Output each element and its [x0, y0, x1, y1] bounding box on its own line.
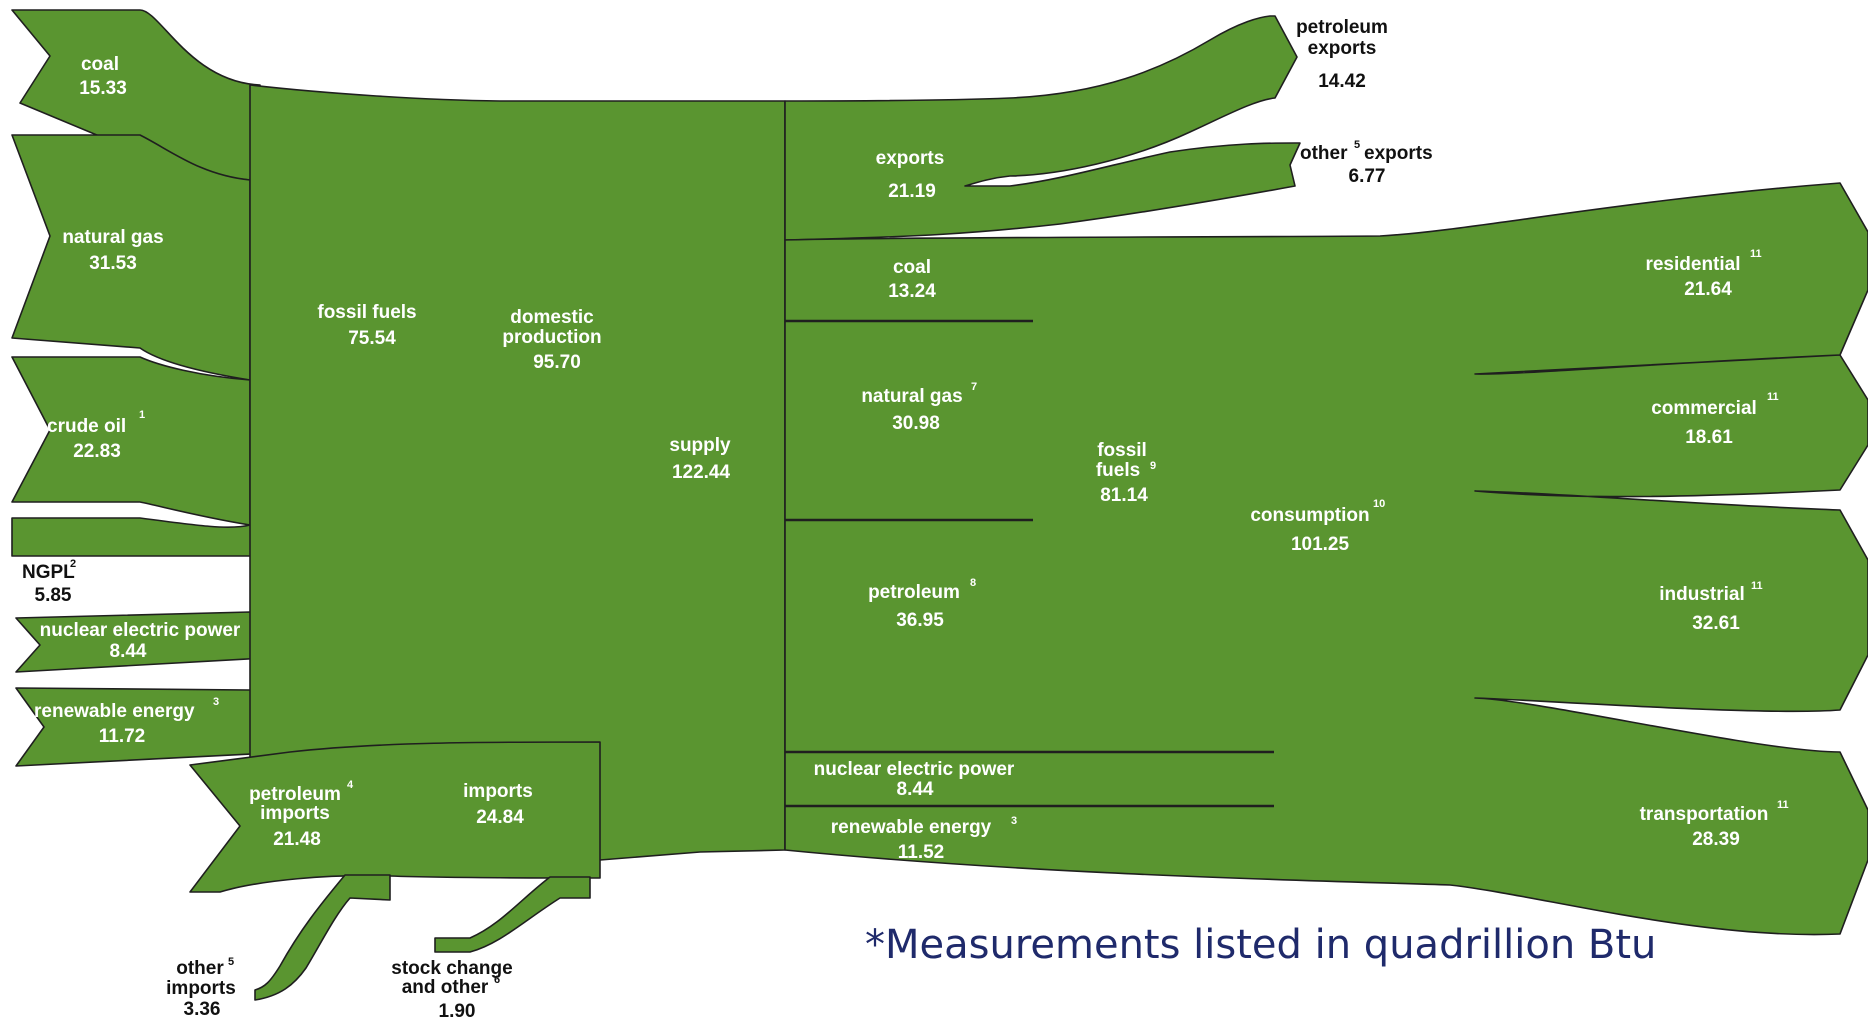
- coal-consumption-label: coal: [893, 257, 931, 278]
- transportation-footnote: 11: [1777, 799, 1789, 811]
- commercial-label: commercial: [1651, 398, 1757, 419]
- units-footnote: *Measurements listed in quadrillion Btu: [865, 922, 1656, 968]
- residential-footnote: 11: [1750, 248, 1762, 260]
- petroleum-imports-label-line2: imports: [260, 803, 330, 824]
- natural-gas-consumption-label: natural gas: [861, 386, 962, 407]
- petroleum-exports-label-line2: exports: [1308, 38, 1377, 59]
- domestic-production-label-line1: domestic: [510, 307, 594, 328]
- commercial-footnote: 11: [1767, 391, 1779, 403]
- consumption-footnote: 10: [1373, 498, 1385, 510]
- petroleum-imports-value: 21.48: [273, 829, 321, 850]
- industrial-label: industrial: [1659, 584, 1745, 605]
- crude-oil-source-value: 22.83: [73, 441, 121, 462]
- nuclear-consumption-value: 8.44: [897, 779, 934, 800]
- nuclear-consumption-label: nuclear electric power: [814, 759, 1015, 780]
- commercial-value: 18.61: [1685, 427, 1733, 448]
- other-imports-branch: [254, 874, 391, 1001]
- supply-exports-body: [784, 15, 1301, 241]
- nuclear-source-label: nuclear electric power: [40, 620, 241, 641]
- petroleum-imports-footnote: 4: [347, 779, 354, 791]
- industrial-footnote: 11: [1751, 580, 1763, 592]
- imports-total-label: imports: [463, 781, 533, 802]
- fossil-fuels-consumed-value: 81.14: [1100, 485, 1148, 506]
- petroleum-imports-arrow: [189, 741, 601, 893]
- coal-consumption-value: 13.24: [888, 281, 936, 302]
- residential-label: residential: [1645, 254, 1740, 275]
- stock-change-label-line2: and other: [402, 977, 489, 998]
- other-exports-footnote: 5: [1354, 139, 1360, 151]
- ngpl-source-footnote: 2: [70, 558, 76, 570]
- crude-oil-source-arrow: [11, 356, 251, 526]
- coal-source-label: coal: [81, 54, 119, 75]
- stock-change-footnote: 6: [494, 974, 500, 986]
- exports-total-label: exports: [876, 148, 945, 169]
- other-imports-footnote: 5: [228, 956, 234, 968]
- petroleum-exports-value: 14.42: [1318, 71, 1366, 92]
- industrial-value: 32.61: [1692, 613, 1740, 634]
- supply-value: 122.44: [672, 462, 731, 483]
- stock-change-label-line1: stock change: [391, 958, 512, 979]
- renewable-consumption-label: renewable energy: [831, 817, 992, 838]
- renewable-source-label: renewable energy: [34, 701, 195, 722]
- residential-value: 21.64: [1684, 279, 1732, 300]
- fossil-fuels-consumed-footnote: 9: [1150, 460, 1156, 472]
- other-imports-label-line1: other: [176, 958, 224, 979]
- domestic-production-value: 95.70: [533, 352, 581, 373]
- natural-gas-consumption-footnote: 7: [971, 381, 977, 393]
- coal-source-value: 15.33: [79, 78, 127, 99]
- imports-total-value: 24.84: [476, 807, 524, 828]
- supply-label: supply: [669, 435, 731, 456]
- renewable-consumption-value: 11.52: [898, 842, 945, 863]
- petroleum-imports-label-line1: petroleum: [249, 784, 341, 805]
- natural-gas-source-label: natural gas: [62, 227, 163, 248]
- consumption-label: consumption: [1250, 505, 1369, 526]
- other-exports-label-a: other: [1300, 143, 1348, 164]
- petroleum-consumption-label: petroleum: [868, 582, 960, 603]
- fossil-fuels-consumed-label-line2: fuels: [1096, 460, 1140, 481]
- stock-change-value: 1.90: [439, 1001, 476, 1019]
- petroleum-consumption-value: 36.95: [896, 610, 944, 631]
- fossil-fuels-consumed-label-line1: fossil: [1097, 440, 1147, 461]
- other-imports-value: 3.36: [184, 999, 221, 1019]
- natural-gas-consumption-value: 30.98: [892, 413, 940, 434]
- petroleum-exports-label-line1: petroleum: [1296, 17, 1388, 38]
- renewable-source-value: 11.72: [99, 726, 146, 747]
- ngpl-source-value: 5.85: [35, 585, 72, 606]
- other-exports-value: 6.77: [1349, 166, 1386, 187]
- stock-change-branch: [434, 876, 591, 953]
- exports-total-value: 21.19: [888, 181, 936, 202]
- petroleum-consumption-footnote: 8: [970, 577, 976, 589]
- consumption-value: 101.25: [1291, 534, 1350, 555]
- other-exports-label-b: exports: [1364, 143, 1433, 164]
- crude-oil-source-label: crude oil: [47, 416, 126, 437]
- consumption-body: [784, 182, 1868, 936]
- domestic-production-label-line2: production: [502, 327, 601, 348]
- transportation-value: 28.39: [1692, 829, 1740, 850]
- renewable-source-footnote: 3: [213, 696, 219, 708]
- natural-gas-source-value: 31.53: [89, 253, 137, 274]
- transportation-label: transportation: [1640, 804, 1769, 825]
- fossil-fuels-label: fossil fuels: [317, 302, 416, 323]
- ngpl-source-label: NGPL: [22, 562, 75, 583]
- nuclear-source-value: 8.44: [110, 641, 147, 662]
- renewable-consumption-footnote: 3: [1011, 815, 1017, 827]
- fossil-fuels-value: 75.54: [348, 328, 396, 349]
- crude-oil-source-footnote: 1: [139, 409, 145, 421]
- other-imports-label-line2: imports: [166, 978, 236, 999]
